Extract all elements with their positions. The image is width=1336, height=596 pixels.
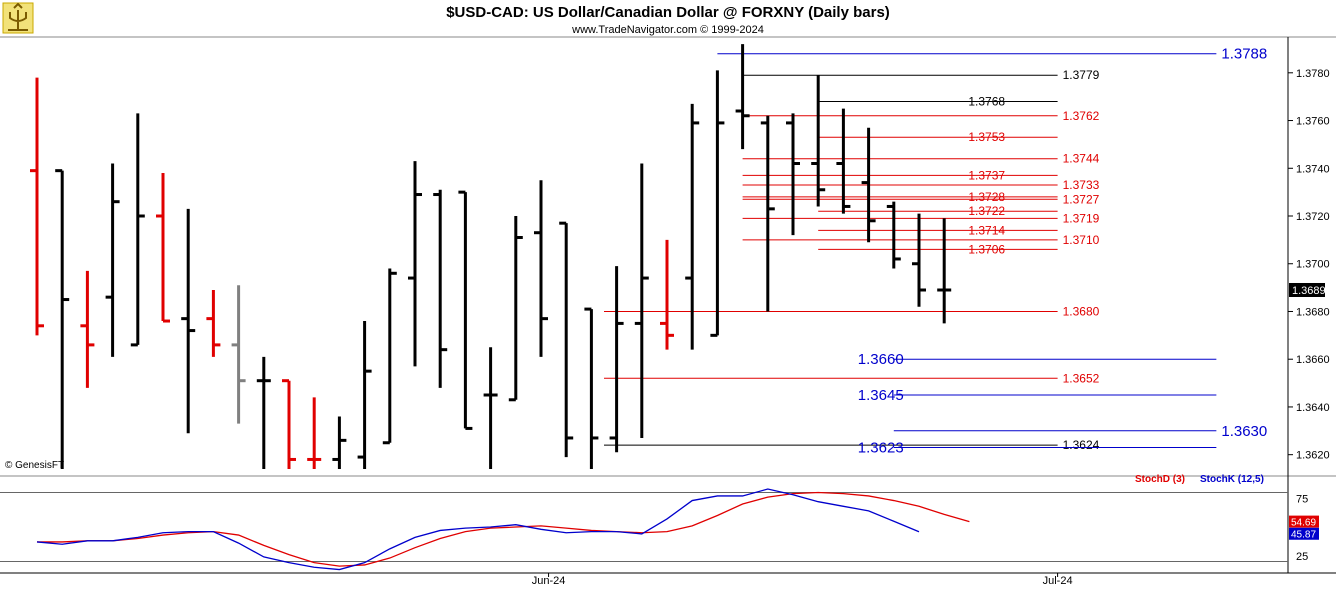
ohlc-bar — [584, 307, 599, 469]
ohlc-bar — [861, 127, 876, 243]
ohlc-bar — [534, 180, 548, 357]
y-tick-label: 1.3760 — [1296, 116, 1330, 128]
y-tick-label: 1.3720 — [1296, 211, 1330, 223]
ohlc-bar — [660, 239, 674, 350]
y-tick-label: 1.3660 — [1296, 354, 1330, 366]
ohlc-bar — [458, 190, 473, 430]
ohlc-bar — [105, 163, 120, 357]
watermark: © GenesisFT — [5, 460, 64, 471]
level-label: 1.3788 — [1221, 46, 1267, 63]
ohlc-bar — [130, 113, 145, 347]
ohlc-bar — [30, 77, 44, 336]
ohlc-bar — [483, 347, 498, 469]
stoch-d-line — [37, 491, 970, 567]
ohlc-bar — [357, 321, 372, 469]
ohlc-bar — [55, 169, 70, 469]
ohlc-bar — [811, 75, 826, 207]
ohlc-bar — [937, 218, 952, 324]
level-label: 1.3728 — [968, 190, 1005, 204]
ohlc-bar — [886, 201, 901, 269]
ohlc-bar — [307, 397, 322, 469]
y-tick-label: 1.3740 — [1296, 163, 1330, 175]
level-label: 1.3737 — [968, 168, 1005, 182]
level-label: 1.3719 — [1063, 211, 1100, 225]
level-label: 1.3714 — [968, 223, 1005, 237]
level-label: 1.3624 — [1063, 438, 1100, 452]
stoch-d-last-label: 54.69 — [1291, 518, 1316, 529]
chart-subtitle: www.TradeNavigator.com © 1999-2024 — [571, 24, 764, 36]
ohlc-bar — [912, 213, 926, 307]
ohlc-bar — [634, 163, 649, 438]
x-axis: Jun-24 Jul-24 — [532, 573, 1073, 587]
level-label: 1.3768 — [968, 94, 1005, 108]
stoch-k-line — [36, 488, 920, 571]
x-tick-label: Jun-24 — [532, 575, 566, 587]
level-label: 1.3753 — [968, 130, 1005, 144]
price-panel: 1.3780 1.3760 1.3740 1.3720 1.3700 1.3680 1.36… — [0, 36, 1336, 574]
stoch-y-tick-label: 75 — [1296, 493, 1308, 505]
level-label: 1.3727 — [1063, 192, 1100, 206]
stoch-k-last-box — [1289, 527, 1319, 540]
level-label: 1.3645 — [858, 387, 904, 404]
ohlc-bar — [433, 189, 448, 388]
last-price-label: 1.3689 — [1292, 285, 1326, 297]
level-label: 1.3680 — [1063, 304, 1100, 318]
ohlc-bar — [206, 289, 221, 357]
level-label: 1.3733 — [1063, 178, 1100, 192]
ohlc-bar — [760, 115, 775, 312]
y-tick-label: 1.3700 — [1296, 259, 1330, 271]
x-tick-label: Jul-24 — [1043, 575, 1073, 587]
level-label: 1.3652 — [1063, 371, 1100, 385]
level-label: 1.3660 — [858, 351, 904, 368]
legend-stoch-d: StochD (3) — [1135, 474, 1185, 485]
stoch-d-last-box — [1289, 515, 1319, 528]
y-tick-label: 1.3620 — [1296, 450, 1330, 462]
level-label: 1.3722 — [968, 204, 1005, 218]
ohlc-bar — [735, 44, 750, 150]
ohlc-bar — [508, 216, 523, 402]
stoch-k-last-label: 45.87 — [1291, 530, 1316, 541]
ohlc-bar — [559, 221, 574, 458]
level-label: 1.3710 — [1063, 233, 1100, 247]
level-label: 1.3744 — [1063, 152, 1100, 166]
level-label: 1.3762 — [1063, 109, 1100, 123]
ohlc-bars — [30, 44, 952, 469]
ohlc-bar — [382, 268, 397, 445]
chart-title: $USD-CAD: US Dollar/Canadian Dollar @ FO… — [446, 4, 890, 21]
ohlc-bar — [786, 113, 800, 236]
ohlc-bar — [256, 356, 271, 469]
y-tick-label: 1.3780 — [1296, 68, 1330, 80]
ohlc-bar — [685, 103, 700, 350]
level-label: 1.3779 — [1063, 68, 1100, 82]
trident-icon — [2, 2, 34, 34]
ohlc-bar — [181, 208, 196, 434]
stoch-y-tick-label: 25 — [1296, 551, 1308, 563]
level-label: 1.3630 — [1221, 423, 1267, 440]
ohlc-bar — [710, 70, 725, 337]
ohlc-bar — [836, 108, 851, 214]
level-label: 1.3706 — [968, 242, 1005, 256]
y-tick-label: 1.3680 — [1296, 306, 1330, 318]
legend-stoch-k: StochK (12,5) — [1200, 474, 1264, 485]
ohlc-bar — [231, 285, 246, 424]
level-label: 1.3623 — [858, 440, 904, 457]
ohlc-bar — [80, 270, 95, 388]
ohlc-bar — [282, 379, 296, 469]
last-price-box — [1289, 282, 1325, 297]
ohlc-bar — [332, 416, 347, 469]
ohlc-bar — [156, 173, 170, 323]
y-tick-label: 1.3640 — [1296, 402, 1330, 414]
ohlc-bar — [609, 266, 624, 453]
ohlc-bar — [408, 161, 422, 367]
